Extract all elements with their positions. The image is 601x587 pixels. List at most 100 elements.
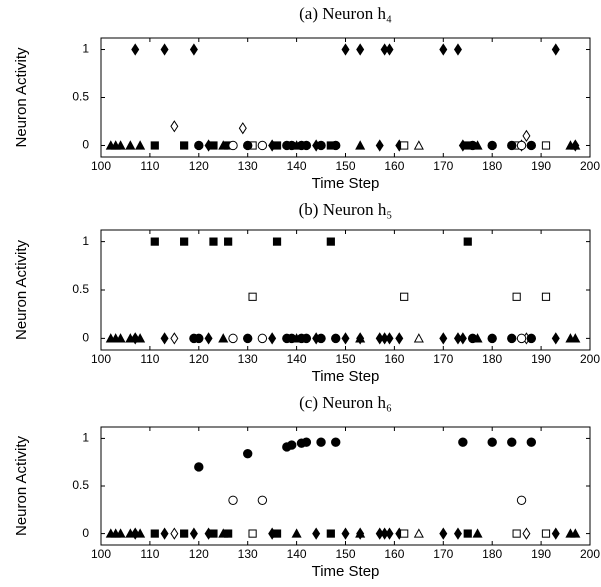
panel-title: (a) Neuron h₄ xyxy=(299,4,392,23)
x-tick-label: 130 xyxy=(238,159,258,173)
point xyxy=(507,437,517,447)
x-tick-label: 200 xyxy=(580,352,600,366)
point xyxy=(204,332,213,345)
point xyxy=(287,440,297,450)
point xyxy=(257,333,268,344)
x-tick-label: 160 xyxy=(384,352,404,366)
point xyxy=(487,140,497,151)
point xyxy=(551,332,560,345)
point xyxy=(439,527,448,540)
point xyxy=(209,529,218,538)
point xyxy=(115,333,126,343)
point xyxy=(189,527,198,540)
point xyxy=(326,529,335,538)
point xyxy=(218,140,229,150)
point xyxy=(135,140,146,150)
point xyxy=(472,528,483,538)
point xyxy=(209,237,218,246)
x-tick-label: 120 xyxy=(189,547,209,561)
point xyxy=(125,140,136,150)
point xyxy=(356,43,365,56)
point xyxy=(131,43,140,56)
x-tick-label: 190 xyxy=(531,159,551,173)
point xyxy=(194,462,204,472)
x-tick-label: 100 xyxy=(91,159,111,173)
point xyxy=(238,122,247,135)
point xyxy=(522,129,531,143)
point xyxy=(516,140,527,151)
point xyxy=(570,140,581,150)
point xyxy=(453,527,462,540)
point xyxy=(160,332,169,345)
point xyxy=(115,140,126,150)
x-axis-label: Time Step xyxy=(312,175,380,192)
point xyxy=(135,333,146,343)
point xyxy=(439,43,448,56)
point xyxy=(341,527,350,540)
plot-frame xyxy=(100,426,591,546)
point xyxy=(301,140,312,151)
point xyxy=(507,333,517,344)
x-tick-label: 140 xyxy=(287,547,307,561)
point xyxy=(291,528,302,538)
point xyxy=(355,333,366,343)
point xyxy=(439,332,448,345)
point xyxy=(291,333,302,343)
x-tick-label: 110 xyxy=(140,159,159,173)
point xyxy=(526,140,537,151)
x-tick-label: 100 xyxy=(91,352,111,366)
point xyxy=(463,237,472,246)
panel-title: (c) Neuron h₆ xyxy=(299,393,392,412)
point xyxy=(228,140,238,151)
point xyxy=(512,292,521,301)
x-tick-label: 180 xyxy=(482,159,502,173)
y-tick-label: 0.5 xyxy=(72,478,89,492)
point xyxy=(458,332,467,345)
point xyxy=(209,141,218,150)
point xyxy=(194,140,204,151)
y-tick-label: 0 xyxy=(82,138,89,152)
point xyxy=(516,333,527,344)
point xyxy=(150,237,159,246)
point xyxy=(400,529,409,538)
point xyxy=(131,527,140,540)
point xyxy=(160,43,169,56)
point xyxy=(551,43,560,56)
point xyxy=(180,141,189,150)
point xyxy=(257,140,268,151)
point xyxy=(472,333,483,343)
point xyxy=(218,528,229,538)
point xyxy=(170,120,179,133)
x-tick-label: 200 xyxy=(580,159,600,173)
point xyxy=(400,141,409,150)
x-tick-label: 150 xyxy=(335,352,355,366)
point xyxy=(526,333,537,344)
point xyxy=(125,333,136,343)
point xyxy=(570,333,581,343)
point xyxy=(385,43,394,56)
x-tick-label: 150 xyxy=(335,159,355,173)
y-tick-label: 1 xyxy=(82,431,89,445)
point xyxy=(115,528,126,538)
point xyxy=(551,527,560,540)
x-tick-label: 160 xyxy=(384,547,404,561)
point xyxy=(395,332,404,345)
y-axis-label: Neuron Activity xyxy=(13,47,30,148)
x-tick-label: 100 xyxy=(91,547,111,561)
point xyxy=(316,437,326,447)
point xyxy=(218,333,229,343)
x-tick-label: 160 xyxy=(384,159,404,173)
point xyxy=(125,528,136,538)
x-axis-label: Time Step xyxy=(312,368,380,385)
point xyxy=(291,140,302,150)
x-tick-label: 140 xyxy=(287,159,307,173)
point xyxy=(331,333,341,344)
x-tick-label: 180 xyxy=(482,352,502,366)
point xyxy=(472,140,483,150)
y-tick-label: 0 xyxy=(82,331,89,345)
x-axis-label: Time Step xyxy=(312,563,380,580)
x-tick-label: 170 xyxy=(433,547,453,561)
point xyxy=(507,140,517,151)
point xyxy=(385,527,394,540)
point xyxy=(487,333,497,344)
